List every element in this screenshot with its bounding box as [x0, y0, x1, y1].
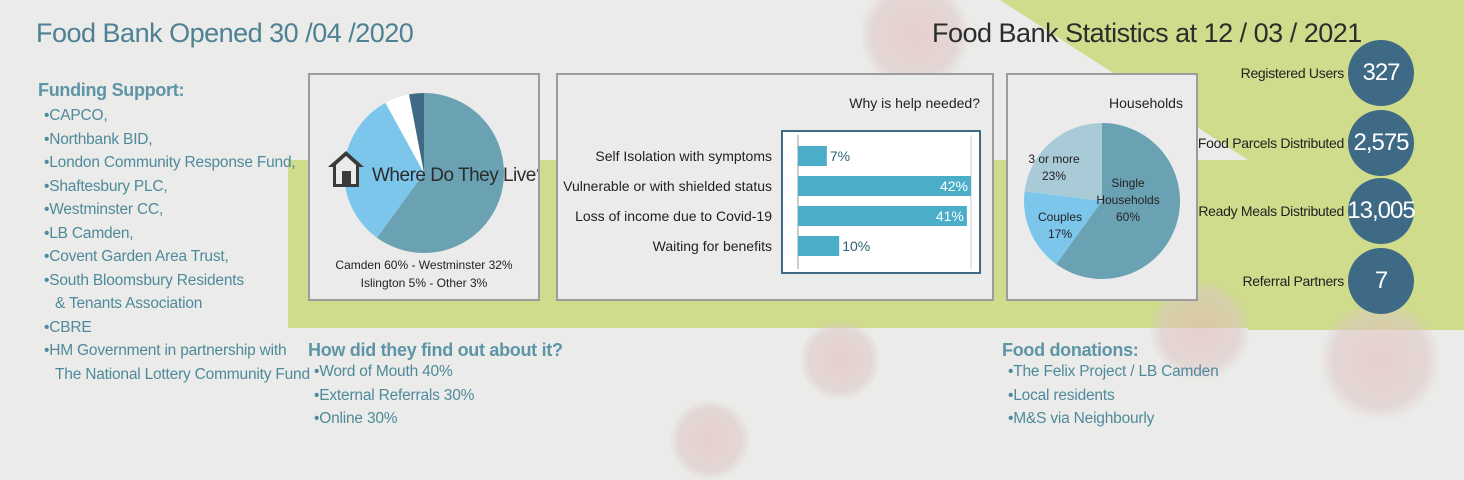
- virus-icon: [1320, 300, 1440, 420]
- bar: [798, 236, 840, 256]
- list-item: Shaftesbury PLC,: [44, 175, 310, 199]
- list-item: LB Camden,: [44, 222, 310, 246]
- list-item: Westminster CC,: [44, 198, 310, 222]
- bar-value-label: 10%: [842, 238, 870, 254]
- chart-title: Households: [1109, 95, 1183, 111]
- list-item: The Felix Project / LB Camden: [1008, 360, 1218, 384]
- find-out-heading: How did they find out about it?: [308, 340, 563, 360]
- households-chart: Households Single Households 60% Couples 17%…: [1024, 95, 1183, 279]
- list-item: & Tenants Association: [55, 295, 203, 312]
- stat-value-circle: 2,575: [1348, 110, 1414, 176]
- list-item: Word of Mouth 40%: [314, 360, 474, 384]
- bar-value-label: 41%: [936, 208, 964, 224]
- pie-slice: [1024, 123, 1102, 201]
- bar-value-label: 7%: [830, 148, 850, 164]
- donations-list: The Felix Project / LB CamdenLocal resid…: [1008, 360, 1219, 431]
- pie-label: 23%: [1042, 169, 1066, 183]
- pie-label: 60%: [1116, 210, 1140, 224]
- donations-heading: Food donations:: [1002, 340, 1139, 360]
- list-item: Northbank BID,: [44, 128, 310, 152]
- pie-label: Households: [1096, 193, 1159, 207]
- where-live-chart: Where Do They Live? Camden 60% - Westmin…: [328, 93, 546, 290]
- help-needed-panel: Why is help needed? Self Isolation with …: [556, 73, 994, 301]
- stat-label: Ready Meals Distributed: [1198, 203, 1344, 219]
- find-out-list: Word of Mouth 40%External Referrals 30%O…: [314, 360, 474, 431]
- funding-heading: Funding Support:: [38, 80, 185, 100]
- pie-label: 17%: [1048, 227, 1072, 241]
- bar-category-label: Loss of income due to Covid-19: [575, 208, 772, 224]
- households-panel: Households Single Households 60% Couples 17%…: [1006, 73, 1198, 301]
- pie-slice: [344, 102, 424, 238]
- background-shape: [1000, 0, 1464, 330]
- bar-category-label: Vulnerable or with shielded status: [563, 178, 772, 194]
- list-item: External Referrals 30%: [314, 384, 474, 408]
- list-item: CBRE: [44, 316, 310, 340]
- list-item: London Community Response Fund,: [44, 151, 310, 175]
- stat-value-circle: 7: [1348, 248, 1414, 314]
- pie-label: Couples: [1038, 210, 1082, 224]
- bar-value-label: 42%: [940, 178, 968, 194]
- stat-value-circle: 327: [1348, 40, 1414, 106]
- stat-label: Referral Partners: [1242, 273, 1345, 289]
- list-item: South Bloomsbury Residents: [44, 269, 310, 293]
- chart-title: Why is help needed?: [849, 95, 980, 111]
- stat-value-circle: 13,005: [1347, 178, 1416, 244]
- list-item: Online 30%: [314, 407, 474, 431]
- bar: [798, 206, 967, 226]
- list-item: The National Lottery Community Fund: [55, 365, 310, 383]
- stats-title: Food Bank Statistics at 12 / 03 / 2021: [932, 18, 1362, 48]
- pie-slice: [376, 93, 504, 253]
- chart-caption: Camden 60% - Westminster 32%: [335, 258, 513, 272]
- where-live-panel: Where Do They Live? Camden 60% - Westmin…: [308, 73, 546, 301]
- bar-category-label: Waiting for benefits: [653, 238, 772, 254]
- pie-label: Single: [1111, 176, 1145, 190]
- pie-slice: [1056, 123, 1180, 279]
- chart-title: Where Do They Live?: [372, 165, 538, 186]
- bar: [798, 176, 971, 196]
- pie-slice: [385, 94, 424, 173]
- help-needed-chart: Why is help needed? Self Isolation with …: [563, 95, 981, 274]
- house-icon: [328, 151, 364, 187]
- page-title: Food Bank Opened 30 /04 /2020: [36, 18, 414, 48]
- virus-icon: [670, 400, 750, 480]
- stat-label: Registered Users: [1240, 65, 1345, 81]
- pie-label: 3 or more: [1028, 152, 1080, 166]
- chart-caption: Islington 5% - Other 3%: [361, 276, 488, 290]
- list-item: Covent Garden Area Trust,: [44, 245, 310, 269]
- pie-slice: [409, 93, 424, 173]
- virus-icon: [800, 320, 880, 400]
- stat-label: Food Parcels Distributed: [1197, 135, 1344, 151]
- funding-list: CAPCO,Northbank BID,London Community Res…: [44, 104, 310, 386]
- bar-category-label: Self Isolation with symptoms: [595, 148, 772, 164]
- list-item: CAPCO,: [44, 104, 310, 128]
- list-item: Local residents: [1008, 384, 1219, 408]
- bar: [798, 146, 827, 166]
- pie-slice: [1024, 191, 1102, 265]
- list-item: M&S via Neighbourly: [1008, 407, 1219, 431]
- list-item: HM Government in partnership with: [44, 339, 310, 363]
